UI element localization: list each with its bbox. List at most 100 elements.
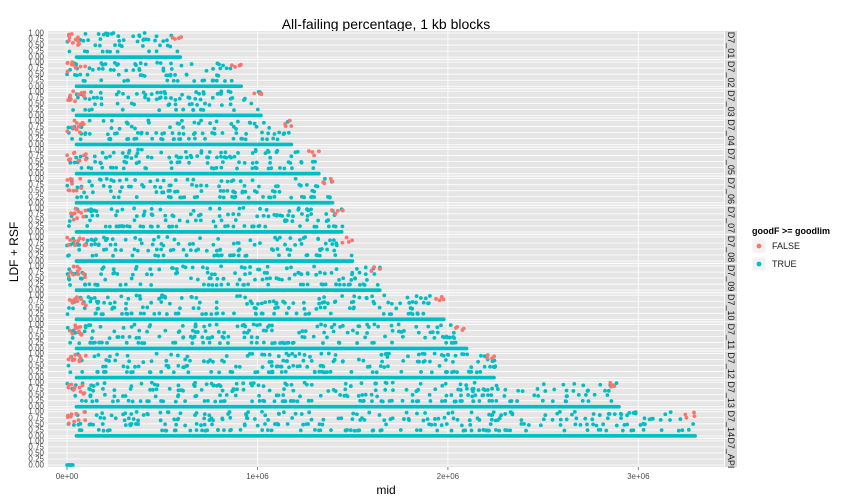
data-point [351,328,355,333]
data-point [93,159,98,164]
data-point [149,207,154,211]
data-point [114,92,119,97]
data-point [372,272,377,276]
data-point [313,428,317,432]
data-point [142,74,147,78]
data-point [291,388,296,393]
data-point [340,294,345,298]
data-point [75,185,80,190]
data-point [78,389,83,394]
data-point [188,428,193,433]
data-point [444,334,449,339]
data-point [253,147,258,152]
data-point [233,271,237,276]
data-point [207,323,212,328]
data-point [134,92,139,96]
data-point [83,107,88,112]
y-tick-label: 0.00 [28,169,44,178]
strip-label: D7_08 [726,236,736,263]
y-tick-label: 0.25 [28,280,44,289]
data-point [273,422,277,426]
data-point [303,329,308,334]
data-point [329,428,333,433]
y-tick-label: 0.00 [28,315,44,324]
data-point [346,282,351,287]
data-point [494,398,499,403]
data-point [82,79,87,83]
data-point [123,282,128,287]
data-point [258,241,262,246]
data-point [138,311,143,316]
data-point [263,422,267,426]
data-point [467,418,472,423]
data-point [124,68,129,73]
data-point [383,380,388,385]
data-point [73,352,78,357]
data-point [214,248,219,253]
data-point [67,49,72,54]
data-point [250,166,255,171]
data-point [328,177,333,181]
data-point [81,271,86,276]
panel-points [65,147,321,176]
data-point [370,294,375,299]
facet-panel: 0.000.250.500.751.00 D7_03 [28,87,737,120]
data-point [139,130,144,135]
strip-label: D7_14 [726,411,736,438]
data-point [435,330,440,335]
data-point [214,306,219,310]
data-point [67,277,72,282]
data-point [142,31,147,35]
data-point [176,241,181,246]
data-point [201,340,206,345]
data-point [195,330,200,334]
data-point [214,311,219,316]
data-point [283,242,287,247]
data-point [65,183,70,188]
data-point [277,253,281,258]
data-point [145,131,150,136]
data-point [219,154,223,159]
data-point [141,413,146,417]
data-point [85,224,90,228]
data-point [90,183,94,188]
data-point [113,358,118,363]
data-point [263,151,268,156]
data-point [334,267,339,271]
data-point [439,295,444,299]
data-point [133,178,138,182]
data-point [108,136,113,141]
data-point [70,181,74,186]
data-point [148,267,153,272]
data-point [82,94,86,99]
data-point [141,224,146,229]
data-point [149,300,154,305]
data-point [66,357,71,362]
data-point [152,237,156,242]
data-point [257,399,262,403]
data-point [75,295,79,300]
data-point [82,90,87,95]
data-point [250,161,255,165]
data-point [485,356,490,361]
data-point [169,61,173,66]
data-point [386,300,391,305]
data-point [363,272,368,277]
data-point [481,387,486,392]
data-point [185,363,190,368]
data-point [202,422,207,427]
data-point [117,38,122,43]
data-point [108,49,112,54]
data-point [205,270,210,275]
data-point [260,409,264,414]
data-point [173,311,178,316]
data-point [87,66,92,71]
data-point [125,365,130,370]
data-point [259,92,264,97]
data-point [79,276,84,281]
data-point [181,335,186,340]
data-point [479,353,483,358]
data-point [207,418,212,422]
data-point [256,184,261,189]
data-point [138,224,143,229]
